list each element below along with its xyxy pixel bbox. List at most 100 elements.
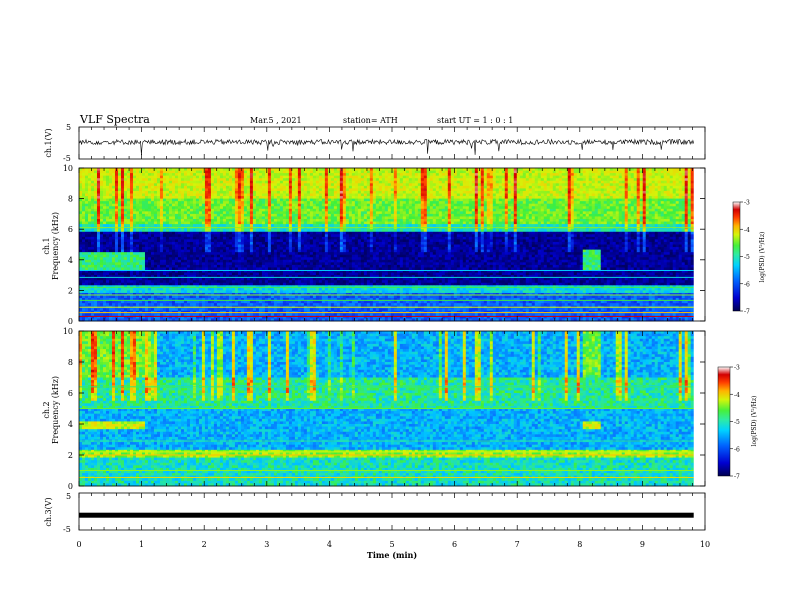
spectrogram-cell: [109, 214, 112, 217]
spectrogram-cell: [181, 288, 184, 291]
spectrogram-cell: [112, 267, 115, 270]
spectrogram-cell: [136, 171, 139, 174]
spectrogram-cell: [151, 219, 154, 222]
spectrogram-cell: [136, 183, 139, 186]
spectrogram-cell: [178, 196, 181, 199]
spectrogram-cell: [85, 191, 88, 194]
spectrogram-cell: [94, 283, 97, 286]
spectrogram-cell: [142, 178, 145, 181]
spectrogram-cell: [109, 209, 112, 212]
spectrogram-cell: [136, 260, 139, 263]
spectrogram-cell: [133, 191, 136, 194]
spectrogram-cell: [82, 201, 85, 204]
spectrogram-cell: [157, 224, 160, 227]
spectrogram-cell: [175, 267, 178, 270]
spectrogram-cell: [169, 283, 172, 286]
spectrogram-cell: [175, 222, 178, 225]
spectrogram-cell: [172, 234, 175, 237]
spectrogram-cell: [94, 278, 97, 281]
spectrogram-cell: [115, 242, 118, 245]
spectrogram-cell: [157, 171, 160, 174]
spectrogram-cell: [136, 303, 139, 306]
spectrogram-cell: [112, 245, 115, 248]
spectrogram-cell: [133, 255, 136, 258]
spectrogram-cell: [82, 308, 85, 311]
spectrogram-cell: [145, 296, 148, 299]
spectrogram-cell: [79, 176, 82, 179]
spectrogram-cell: [139, 222, 142, 225]
spectrogram-cell: [79, 280, 82, 283]
spectrogram-cell: [157, 262, 160, 265]
spectrogram-cell: [121, 308, 124, 311]
spectrogram-cell: [148, 239, 151, 242]
spectrogram-cell: [181, 257, 184, 260]
spectrogram-cell: [175, 239, 178, 242]
spectrogram-cell: [79, 290, 82, 293]
spectrogram-cell: [139, 250, 142, 253]
spectrogram-cell: [97, 267, 100, 270]
spectrogram-cell: [121, 234, 124, 237]
spectrogram-cell: [169, 186, 172, 189]
spectrogram-cell: [148, 234, 151, 237]
spectrogram-cell: [109, 171, 112, 174]
spectrogram-cell: [121, 183, 124, 186]
spectrogram-cell: [175, 273, 178, 276]
spectrogram-cell: [127, 229, 130, 232]
spectrogram-cell: [112, 283, 115, 286]
spectrogram-cell: [121, 188, 124, 191]
spectrogram-cell: [112, 168, 115, 171]
spectrogram-cell: [157, 219, 160, 222]
spectrogram-cell: [169, 176, 172, 179]
spectrogram-cell: [169, 273, 172, 276]
spectrogram-cell: [118, 242, 121, 245]
spectrogram-cell: [124, 239, 127, 242]
spectrogram-cell: [130, 280, 133, 283]
spectrogram-cell: [181, 255, 184, 258]
spectrogram-cell: [139, 191, 142, 194]
spectrogram-cell: [175, 211, 178, 214]
spectrogram-cell: [148, 214, 151, 217]
spectrogram-cell: [118, 229, 121, 232]
spectrogram-cell: [127, 176, 130, 179]
spectrogram-cell: [100, 267, 103, 270]
spectrogram-cell: [172, 181, 175, 184]
spectrogram-cell: [100, 171, 103, 174]
spectrogram-cell: [139, 178, 142, 181]
spectrogram-cell: [148, 196, 151, 199]
spectrogram-cell: [163, 171, 166, 174]
spectrogram-cell: [79, 234, 82, 237]
spectrogram-cell: [97, 188, 100, 191]
spectrogram-cell: [97, 186, 100, 189]
spectrogram-cell: [172, 232, 175, 235]
spectrogram-cell: [172, 273, 175, 276]
spectrogram-cell: [115, 260, 118, 263]
spectrogram-cell: [82, 224, 85, 227]
spectrogram-cell: [109, 239, 112, 242]
spectrogram-cell: [142, 237, 145, 240]
spectrogram-cell: [160, 214, 163, 217]
spectrogram-cell: [97, 313, 100, 316]
spectrogram-cell: [118, 313, 121, 316]
spectrogram-cell: [82, 188, 85, 191]
spectrogram-cell: [145, 313, 148, 316]
spectrogram-cell: [94, 222, 97, 225]
spectrogram-cell: [148, 176, 151, 179]
spectrogram-cell: [103, 237, 106, 240]
spectrogram-cell: [133, 237, 136, 240]
spectrogram-cell: [160, 280, 163, 283]
spectrogram-cell: [112, 188, 115, 191]
spectrogram-cell: [118, 173, 121, 176]
spectrogram-cell: [94, 290, 97, 293]
spectrogram-cell: [88, 181, 91, 184]
spectrogram-cell: [127, 178, 130, 181]
spectrogram-cell: [115, 206, 118, 209]
spectrogram-cell: [124, 303, 127, 306]
spectrogram-cell: [139, 296, 142, 299]
spectrogram-cell: [145, 232, 148, 235]
spectrogram-cell: [127, 250, 130, 253]
spectrogram-cell: [157, 178, 160, 181]
spectrogram-cell: [145, 188, 148, 191]
spectrogram-cell: [154, 252, 157, 255]
spectrogram-cell: [88, 222, 91, 225]
spectrogram-cell: [79, 265, 82, 268]
